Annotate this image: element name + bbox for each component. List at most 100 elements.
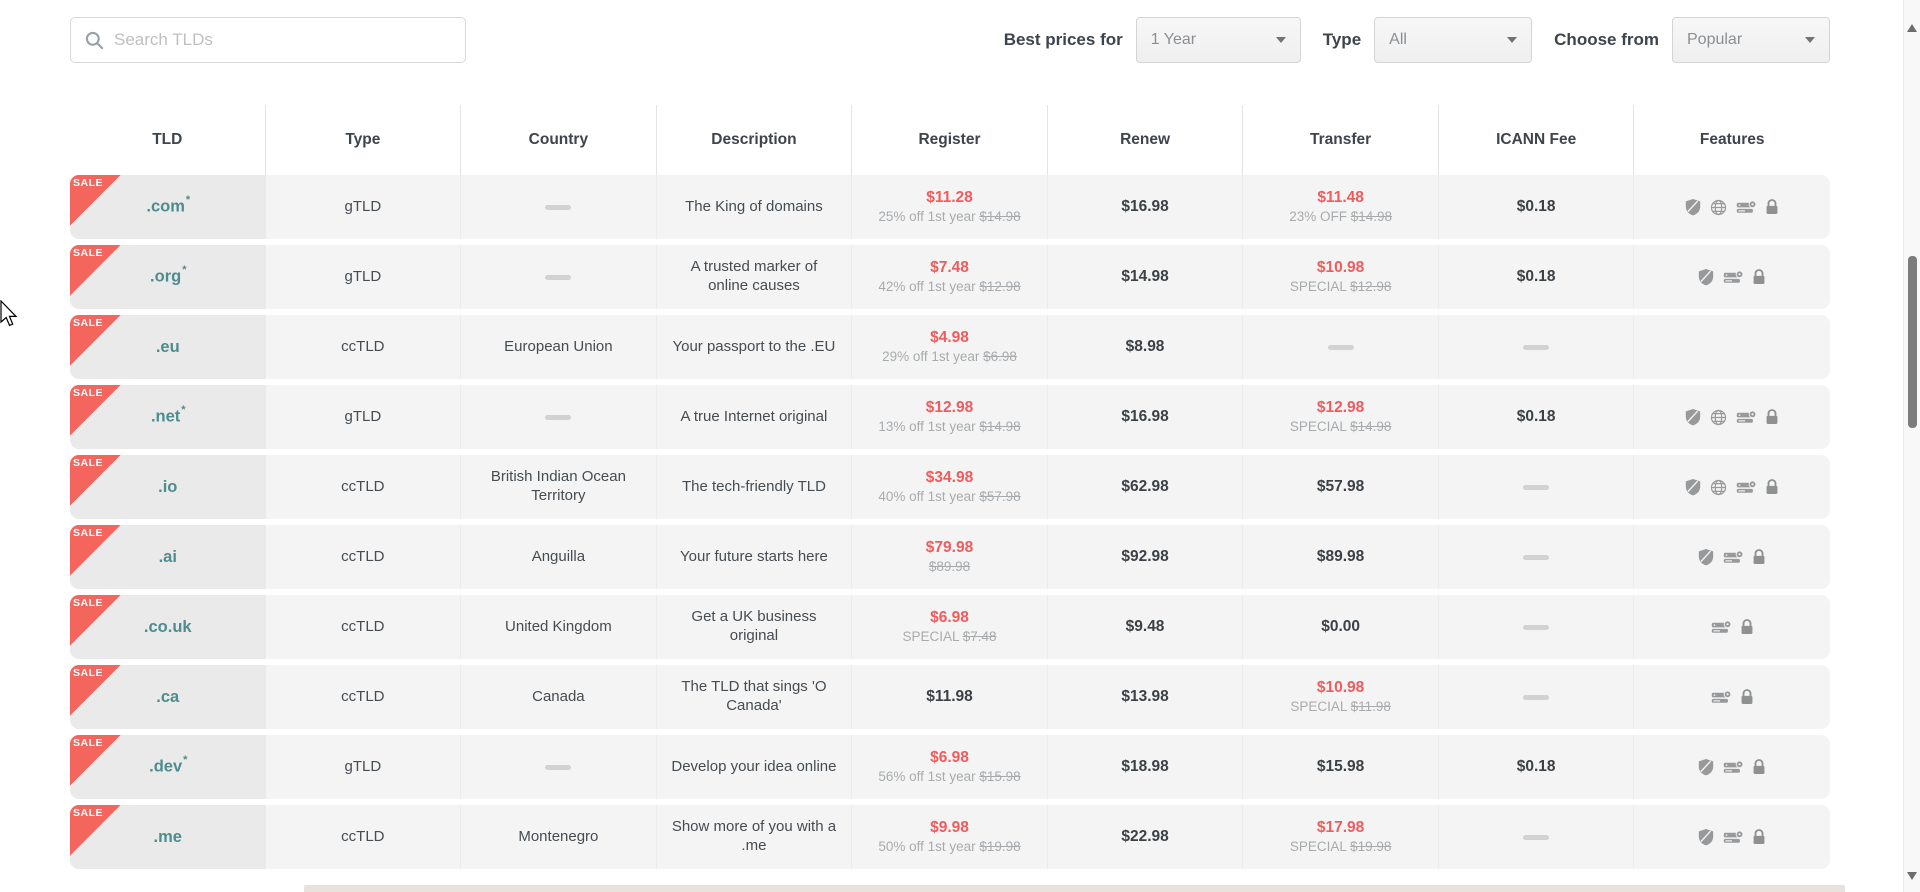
description-cell: The TLD that sings 'O Canada': [656, 665, 853, 729]
icann-fee-cell: [1438, 805, 1635, 869]
table-row: SALE .eu ccTLD European Union Your passport …: [70, 315, 1830, 379]
transfer-cell: $0.00: [1243, 595, 1439, 659]
server-icon: [1723, 830, 1744, 843]
table-row: SALE .me ccTLD Montenegro Show more of you w…: [70, 805, 1830, 869]
table-row: SALE .io ccTLD British Indian Ocean Territo…: [70, 455, 1830, 519]
renew-cell: $8.98: [1047, 315, 1244, 379]
transfer-cell: $10.98 SPECIAL $11.98: [1243, 665, 1439, 729]
register-discount-note: 56% off 1st year $15.98: [878, 769, 1021, 785]
tld-link[interactable]: .dev*: [149, 754, 188, 776]
register-cell: $79.98 $89.98: [852, 525, 1048, 589]
renew-price: $16.98: [1121, 408, 1169, 426]
chevron-down-icon: [1275, 37, 1286, 43]
register-discount-note: 13% off 1st year $14.98: [878, 419, 1021, 435]
register-cell: $4.98 29% off 1st year $6.98: [852, 315, 1048, 379]
register-cell: $34.98 40% off 1st year $57.98: [852, 455, 1048, 519]
icann-fee-cell: $0.18: [1438, 385, 1635, 449]
server-icon: [1723, 270, 1744, 283]
shield-icon: [1699, 549, 1714, 566]
lock-icon: [1753, 759, 1765, 774]
sale-badge: SALE: [70, 525, 121, 576]
country-cell: [461, 175, 657, 239]
lock-icon: [1753, 549, 1765, 564]
tld-link[interactable]: .ca: [156, 687, 180, 706]
header-renew: Renew: [1048, 105, 1244, 175]
sale-badge-label: SALE: [73, 667, 104, 679]
register-price: $6.98: [930, 608, 969, 626]
tld-link[interactable]: .me: [153, 827, 182, 846]
features-cell: [1634, 735, 1830, 799]
not-available-dash: [1327, 344, 1354, 350]
search-box[interactable]: [70, 17, 466, 63]
not-available-dash: [545, 764, 572, 770]
country-cell: Canada: [461, 665, 657, 729]
transfer-cell: $57.98: [1243, 455, 1439, 519]
scroll-up-arrow-icon[interactable]: [1907, 24, 1917, 32]
shield-icon: [1686, 199, 1701, 216]
tld-asterisk: *: [182, 264, 187, 277]
next-row-peek: [304, 885, 1845, 892]
transfer-cell: $89.98: [1243, 525, 1439, 589]
renew-cell: $9.48: [1047, 595, 1244, 659]
sale-badge-label: SALE: [73, 737, 104, 749]
tld-link[interactable]: .ai: [158, 547, 177, 566]
tld-link[interactable]: .net*: [150, 404, 186, 426]
lock-icon: [1753, 829, 1765, 844]
register-old-price: $14.98: [979, 419, 1021, 435]
register-price: $79.98: [925, 538, 974, 556]
description-cell: Get a UK business original: [656, 595, 853, 659]
tld-table: TLD Type Country Description Register Re…: [70, 105, 1830, 875]
not-available-dash: [545, 204, 572, 210]
register-cell: $6.98 56% off 1st year $15.98: [852, 735, 1048, 799]
icann-fee-cell: [1438, 455, 1635, 519]
sale-badge-label: SALE: [73, 527, 104, 539]
sale-badge: SALE: [70, 735, 121, 786]
scroll-down-arrow-icon[interactable]: [1907, 872, 1917, 880]
tld-cell: SALE .ai: [70, 525, 266, 589]
not-available-dash: [1523, 694, 1550, 700]
lock-icon: [1766, 479, 1778, 494]
search-input[interactable]: [114, 18, 465, 62]
register-cell: $6.98 SPECIAL $7.48: [852, 595, 1048, 659]
tld-link[interactable]: .org*: [150, 264, 187, 286]
register-cell: $7.48 42% off 1st year $12.98: [852, 245, 1048, 309]
country-cell: Anguilla: [461, 525, 657, 589]
transfer-discount-note: SPECIAL $14.98: [1289, 419, 1392, 435]
register-discount-note: 25% off 1st year $14.98: [878, 209, 1021, 225]
type-dropdown[interactable]: All: [1374, 17, 1533, 63]
sale-badge-label: SALE: [73, 807, 104, 819]
vertical-scrollbar[interactable]: [1903, 0, 1920, 892]
register-price: $4.98: [930, 328, 969, 346]
icann-fee-cell: [1438, 595, 1635, 659]
tld-link[interactable]: .com*: [146, 194, 191, 216]
scrollbar-thumb[interactable]: [1907, 256, 1917, 428]
type-cell: ccTLD: [265, 805, 462, 869]
transfer-price: $12.98: [1316, 398, 1365, 416]
lock-icon: [1766, 409, 1778, 424]
register-cell: $11.28 25% off 1st year $14.98: [852, 175, 1048, 239]
globe-icon: [1711, 199, 1727, 215]
tld-link[interactable]: .io: [158, 477, 178, 496]
features-cell: [1634, 315, 1830, 379]
type-cell: gTLD: [265, 175, 462, 239]
country-cell: [461, 245, 657, 309]
transfer-price: $15.98: [1316, 758, 1365, 776]
renew-price: $16.98: [1121, 198, 1169, 216]
duration-dropdown[interactable]: 1 Year: [1135, 17, 1301, 63]
transfer-old-price: $12.98: [1350, 279, 1392, 295]
chevron-down-icon: [1507, 37, 1518, 43]
register-cell: $11.98: [852, 665, 1048, 729]
tld-cell: SALE .com*: [70, 175, 266, 239]
sale-badge: SALE: [70, 315, 121, 366]
register-old-price: $12.98: [979, 279, 1021, 295]
transfer-cell: $17.98 SPECIAL $19.98: [1243, 805, 1439, 869]
renew-cell: $16.98: [1047, 385, 1244, 449]
icann-fee-cell: $0.18: [1438, 175, 1635, 239]
choose-from-dropdown[interactable]: Popular: [1672, 17, 1830, 63]
renew-price: $9.48: [1125, 618, 1165, 636]
tld-cell: SALE .me: [70, 805, 266, 869]
tld-cell: SALE .dev*: [70, 735, 266, 799]
tld-link[interactable]: .eu: [155, 337, 180, 356]
tld-link[interactable]: .co.uk: [143, 617, 192, 636]
